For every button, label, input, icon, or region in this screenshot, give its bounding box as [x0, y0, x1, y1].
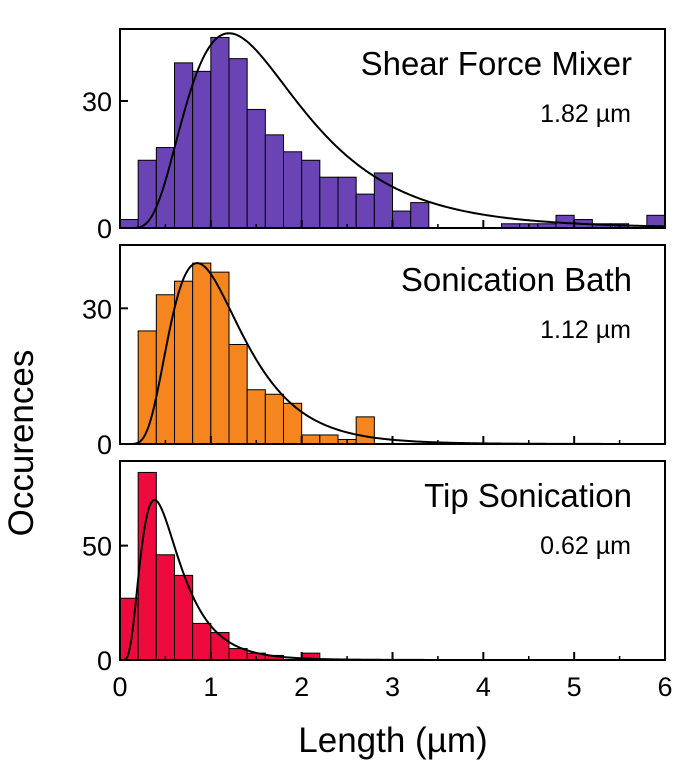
panel-mean-label: 1.12 µm — [540, 316, 631, 344]
histogram-bar — [137, 159, 157, 229]
histogram-bar — [210, 632, 230, 661]
panel-mean-label: 0.62 µm — [540, 532, 631, 560]
histogram-bar — [355, 193, 375, 229]
histogram-bar — [246, 108, 266, 229]
y-tick-label: 30 — [82, 294, 112, 324]
histogram-bar — [174, 280, 194, 445]
histogram-bar — [301, 159, 321, 229]
x-tick-label: 5 — [567, 672, 582, 702]
panel-mean-label: 1.82 µm — [540, 100, 631, 128]
panel-title: Sonication Bath — [401, 261, 632, 298]
x-tick-label: 1 — [203, 672, 218, 702]
x-axis-title: Length (µm) — [298, 721, 487, 760]
histogram-bar — [355, 416, 375, 445]
y-tick-label: 0 — [97, 214, 112, 244]
histogram-bar — [192, 70, 212, 229]
panel-shear-force-mixer: 0 30 Shear Force Mixer 1.82 µm — [82, 28, 666, 244]
histogram-bar — [264, 393, 285, 445]
histogram-bar — [264, 134, 285, 229]
histogram-bar — [192, 262, 212, 445]
histogram-bar — [283, 151, 303, 229]
histogram-bar — [228, 58, 248, 229]
x-tick-labels: 0 1 2 3 4 5 6 — [112, 672, 672, 702]
histogram-bar — [319, 176, 339, 229]
histogram-bar — [137, 330, 157, 445]
histogram-bar — [119, 219, 139, 229]
histogram-bar — [301, 434, 321, 445]
panel-title: Shear Force Mixer — [361, 45, 632, 82]
histogram-bar — [392, 210, 412, 229]
x-tick-label: 4 — [476, 672, 491, 702]
histogram-bar — [246, 389, 266, 445]
histogram-bar — [319, 434, 339, 445]
x-tick-label: 6 — [657, 672, 672, 702]
panel-sonication-bath: 0 30 Sonication Bath 1.12 µm — [82, 244, 666, 460]
histogram-bar — [228, 344, 248, 445]
x-tick-label: 0 — [112, 672, 127, 702]
histogram-bar — [174, 62, 194, 229]
y-tick-label: 30 — [82, 87, 112, 117]
y-tick-label: 50 — [82, 532, 112, 562]
x-tick-label: 3 — [385, 672, 400, 702]
histogram-bar — [155, 554, 175, 661]
y-tick-label: 0 — [97, 646, 112, 676]
histogram-bar — [410, 202, 430, 229]
panel-tip-sonication: 0 50 Tip Sonication 0.62 µm — [82, 460, 666, 676]
y-axis-title: Occurences — [2, 350, 41, 537]
y-tick-label: 0 — [97, 430, 112, 460]
histogram-bar — [192, 622, 212, 661]
histogram-bar — [210, 36, 230, 229]
histogram-bar — [337, 176, 357, 229]
x-tick-label: 2 — [294, 672, 309, 702]
panel-title: Tip Sonication — [424, 477, 632, 514]
histogram-bar — [210, 271, 230, 445]
